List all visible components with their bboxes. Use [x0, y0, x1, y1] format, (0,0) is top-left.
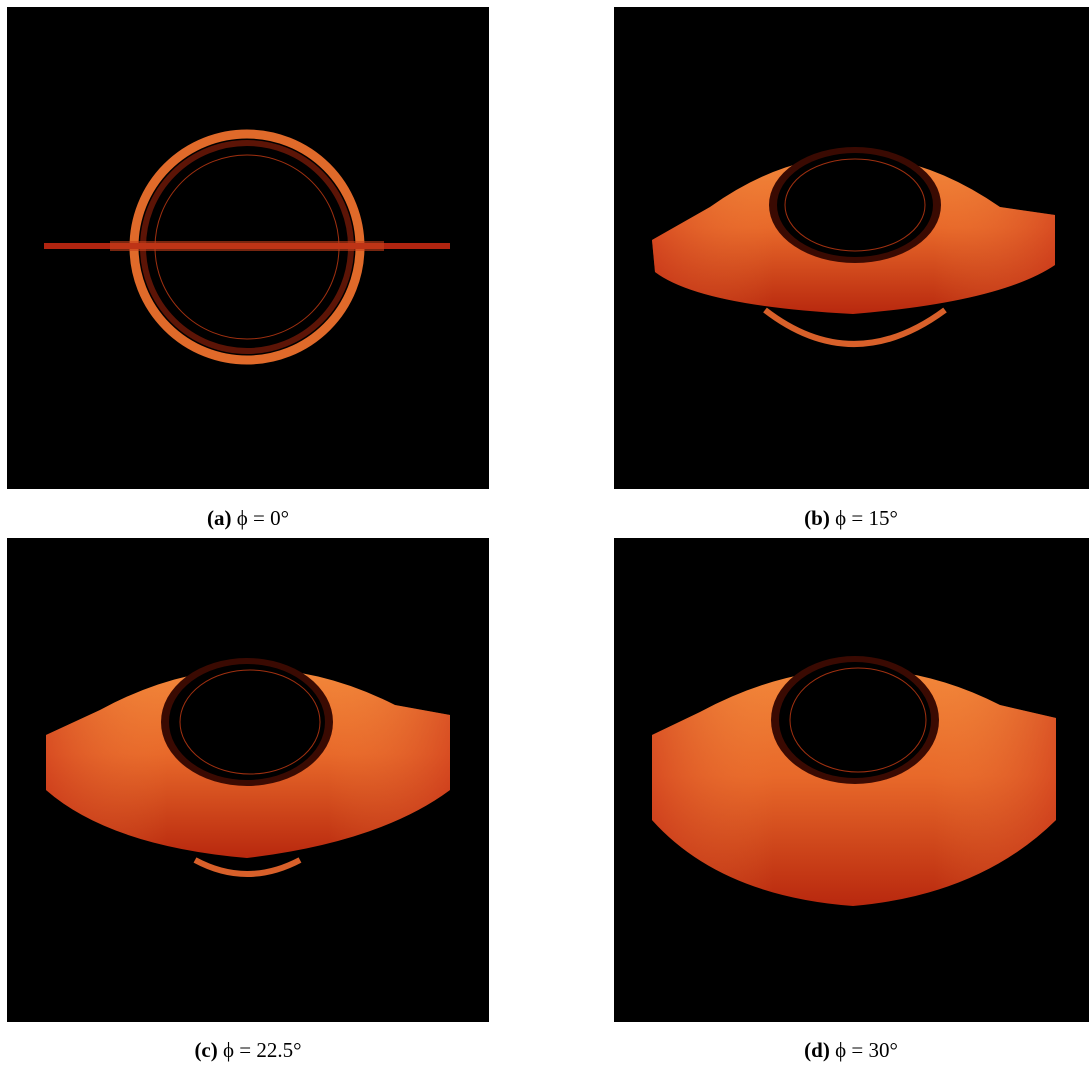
panel-caption: ϕ = 15° — [835, 506, 898, 530]
panel-caption: ϕ = 22.5° — [223, 1038, 302, 1062]
panel-label: (c) — [194, 1038, 217, 1062]
panel-c — [7, 538, 489, 1022]
panel-label: (b) — [804, 506, 830, 530]
panel-caption: ϕ = 30° — [835, 1038, 898, 1062]
caption-a: (a) ϕ = 0° — [207, 506, 289, 530]
page: (a) ϕ = 0° (b) ϕ = 15° (c) ϕ = 22.5° (d)… — [0, 0, 1089, 1065]
panel-label: (d) — [804, 1038, 830, 1062]
caption-c: (c) ϕ = 22.5° — [194, 1038, 301, 1062]
panel-caption: ϕ = 0° — [237, 506, 289, 530]
panel-b — [614, 7, 1089, 489]
caption-d: (d) ϕ = 30° — [804, 1038, 898, 1062]
panel-label: (a) — [207, 506, 232, 530]
panel-a — [7, 7, 489, 489]
caption-b: (b) ϕ = 15° — [804, 506, 898, 530]
figure: (a) ϕ = 0° (b) ϕ = 15° (c) ϕ = 22.5° (d)… — [0, 0, 1089, 1065]
panel-d — [614, 538, 1089, 1022]
